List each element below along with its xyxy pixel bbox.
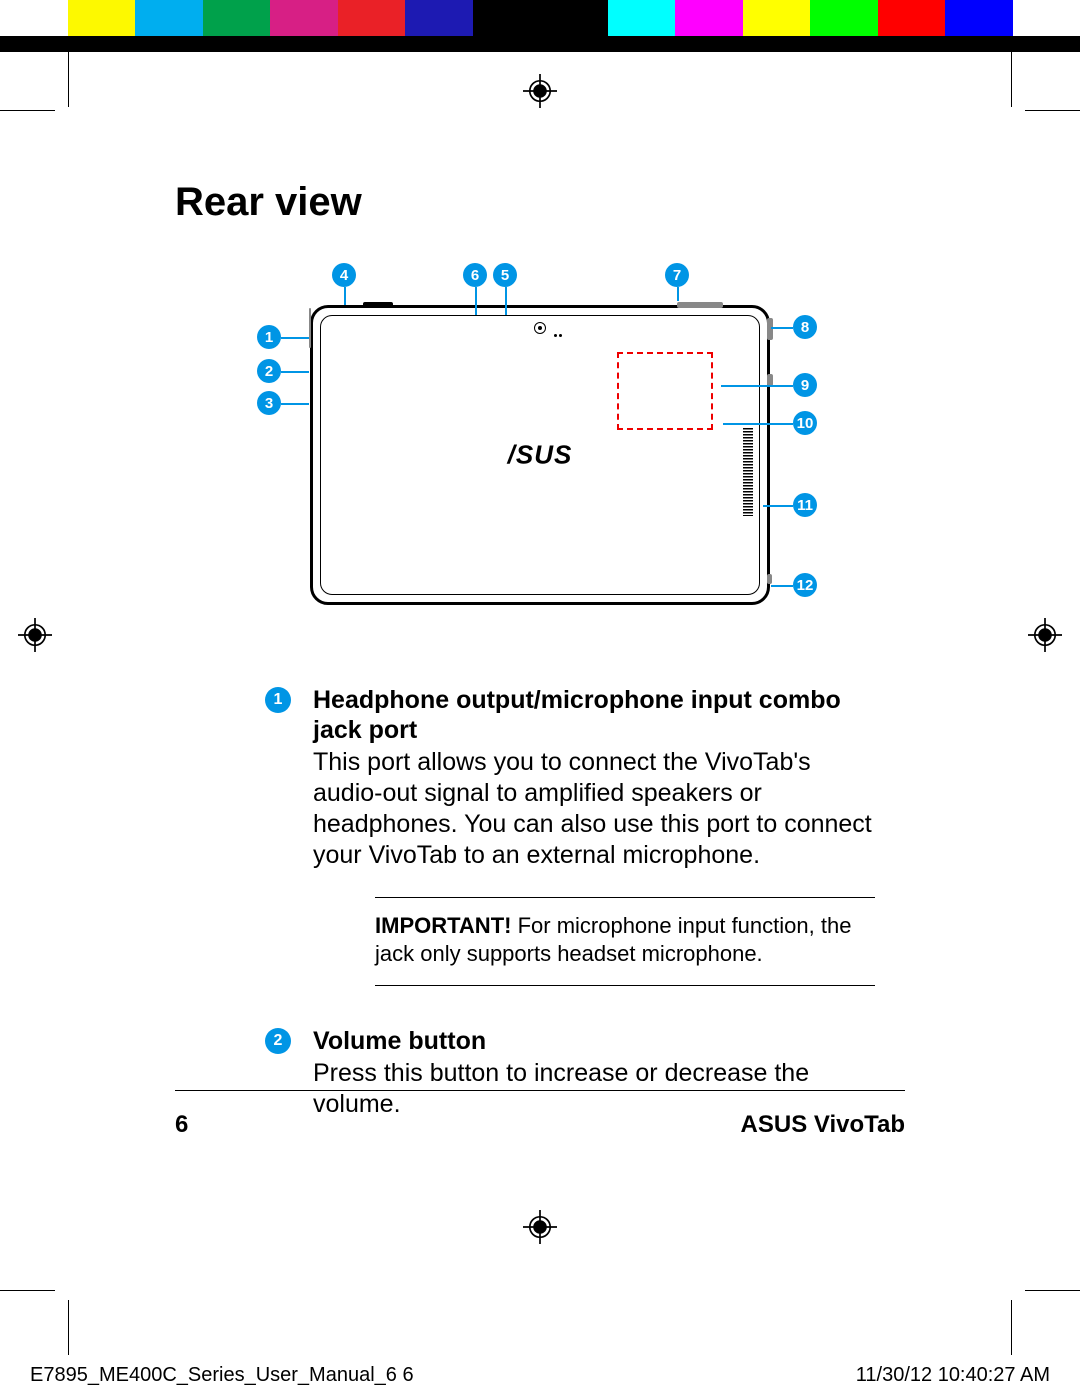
- print-footer: E7895_ME400C_Series_User_Manual_6 6 11/3…: [30, 1364, 1050, 1387]
- note-label: IMPORTANT!: [375, 913, 518, 938]
- desc-number: 2: [265, 1028, 291, 1054]
- callout-3: 3: [257, 391, 281, 415]
- callout-lead: [475, 287, 477, 315]
- desc-title: Volume button: [313, 1026, 875, 1056]
- callout-11: 11: [793, 493, 817, 517]
- callout-lead: [723, 423, 793, 425]
- callout-lead: [771, 327, 793, 329]
- crop-mark: [1025, 1290, 1080, 1291]
- callout-lead: [281, 403, 309, 405]
- callout-12: 12: [793, 573, 817, 597]
- registration-mark: [523, 1210, 557, 1244]
- desc-text: This port allows you to connect the Vivo…: [313, 747, 875, 871]
- side-port-icon: [309, 308, 311, 348]
- top-port-icon: [677, 302, 723, 308]
- registration-mark: [523, 74, 557, 108]
- section-heading: Rear view: [175, 180, 905, 225]
- print-file: E7895_ME400C_Series_User_Manual_6 6: [30, 1364, 414, 1387]
- crop-mark: [0, 1290, 55, 1291]
- rear-view-diagram: /SUS 123456789101112: [215, 255, 835, 635]
- mic-icon: [554, 324, 564, 328]
- camera-icon: [534, 322, 546, 334]
- crop-mark: [1025, 110, 1080, 111]
- important-note: IMPORTANT! For microphone input function…: [375, 897, 875, 986]
- registration-mark: [1028, 618, 1062, 652]
- product-name: ASUS VivoTab: [741, 1111, 905, 1139]
- callout-7: 7: [665, 263, 689, 287]
- crop-mark: [1011, 1300, 1012, 1355]
- callout-lead: [677, 287, 679, 301]
- registration-mark: [18, 618, 52, 652]
- printer-color-bar: [0, 0, 1080, 36]
- callout-lead: [344, 287, 346, 305]
- page-footer: 6 ASUS VivoTab: [175, 1090, 905, 1139]
- print-timestamp: 11/30/12 10:40:27 AM: [856, 1364, 1050, 1387]
- desc-number: 1: [265, 687, 291, 713]
- crop-mark: [0, 110, 55, 111]
- callout-5: 5: [493, 263, 517, 287]
- callout-lead: [721, 385, 793, 387]
- desc-item: 1 Headphone output/microphone input combo…: [175, 685, 905, 996]
- desc-title: Headphone output/microphone input combo …: [313, 685, 875, 745]
- side-button-icon: [767, 318, 773, 340]
- callout-lead: [771, 585, 793, 587]
- callout-8: 8: [793, 315, 817, 339]
- callout-4: 4: [332, 263, 356, 287]
- crop-mark: [1011, 52, 1012, 107]
- description-list: 1 Headphone output/microphone input combo…: [175, 685, 905, 1120]
- desc-body: Headphone output/microphone input combo …: [313, 685, 905, 996]
- callout-9: 9: [793, 373, 817, 397]
- page-content: Rear view /SUS 123456789101112 1Headphon…: [175, 180, 905, 1150]
- callout-10: 10: [793, 411, 817, 435]
- black-strip: [0, 36, 1080, 52]
- callout-lead: [505, 287, 507, 315]
- tablet-outline: /SUS: [310, 305, 770, 605]
- page-number: 6: [175, 1111, 188, 1139]
- callout-lead: [763, 505, 793, 507]
- callout-6: 6: [463, 263, 487, 287]
- asus-logo: /SUS: [508, 440, 573, 471]
- micro-usb-icon: [363, 302, 393, 308]
- nfc-area: [617, 352, 713, 430]
- crop-mark: [68, 52, 69, 107]
- callout-1: 1: [257, 325, 281, 349]
- led-icon: [767, 574, 772, 584]
- crop-mark: [68, 1300, 69, 1355]
- callout-lead: [281, 337, 309, 339]
- callout-2: 2: [257, 359, 281, 383]
- speaker-grille-icon: [743, 428, 753, 516]
- callout-lead: [281, 371, 309, 373]
